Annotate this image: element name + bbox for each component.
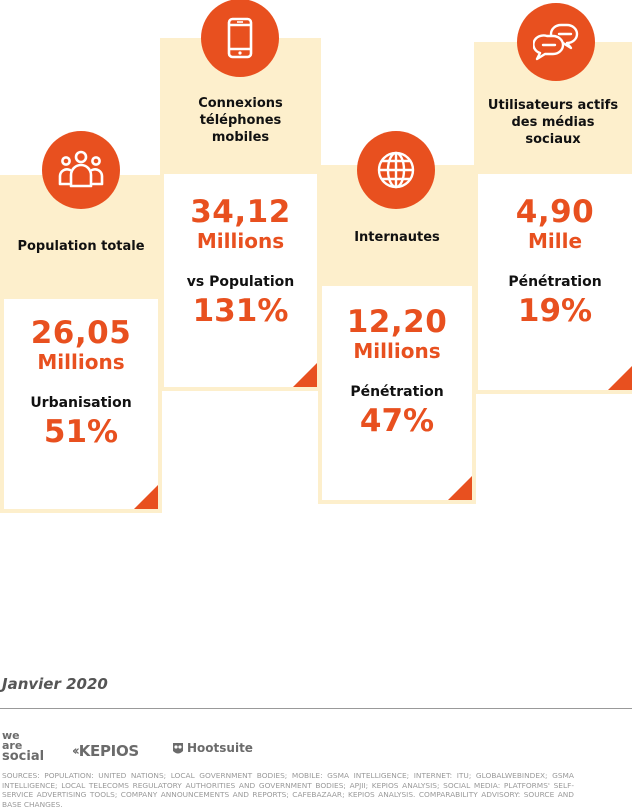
stat-metric-value: 19% bbox=[517, 293, 593, 329]
stat-title: Internautes bbox=[354, 230, 440, 245]
stat-title: Utilisateurs actifs des médias sociaux bbox=[487, 97, 619, 147]
logo-line: are bbox=[2, 739, 23, 752]
stat-value: 4,90 bbox=[515, 194, 595, 230]
kepios-logo: ‹‹ KEPIOS bbox=[72, 742, 139, 760]
kepios-chevron-icon: ‹‹ bbox=[72, 743, 80, 759]
owl-icon bbox=[173, 742, 183, 753]
footer-divider bbox=[0, 708, 632, 709]
stat-title: Connexions téléphones mobiles bbox=[198, 95, 283, 145]
stat-value: 34,12 bbox=[190, 194, 291, 230]
mobile-phone-icon bbox=[201, 0, 279, 77]
stat-unit: Millions bbox=[196, 229, 285, 253]
stat-unit: Millions bbox=[37, 350, 125, 374]
stat-column-population: Population totale 26,05 Millions Urbanis… bbox=[0, 0, 162, 520]
kepios-wordmark: KEPIOS bbox=[78, 742, 140, 760]
stat-metric-label: Pénétration bbox=[350, 384, 444, 400]
report-date: Janvier 2020 bbox=[2, 675, 108, 693]
stat-column-internet: Internautes 12,20 Millions Pénétration 4… bbox=[318, 0, 476, 510]
stat-card-internet: 12,20 Millions Pénétration 47% bbox=[318, 282, 476, 504]
stat-metric-value: 131% bbox=[192, 293, 289, 329]
globe-icon bbox=[357, 131, 435, 209]
stat-metric-label: Urbanisation bbox=[30, 395, 132, 411]
hootsuite-wordmark: Hootsuite bbox=[187, 741, 253, 755]
corner-accent bbox=[608, 366, 632, 390]
stat-title: Population totale bbox=[17, 238, 145, 254]
stat-card-mobile: 34,12 Millions vs Population 131% bbox=[160, 170, 321, 391]
stat-value: 12,20 bbox=[346, 304, 448, 340]
we-are-social-logo: we are social bbox=[2, 729, 45, 764]
sources-text: Sources: Population: United Nations; Loc… bbox=[2, 771, 574, 809]
stat-unit: Millions bbox=[353, 339, 441, 363]
stat-card-population: 26,05 Millions Urbanisation 51% bbox=[0, 295, 162, 513]
stat-value: 26,05 bbox=[30, 315, 132, 351]
stat-metric-value: 51% bbox=[43, 414, 119, 450]
stat-card-social-media: 4,90 Mille Pénétration 19% bbox=[474, 170, 632, 394]
logo-line: social bbox=[2, 749, 45, 764]
hootsuite-logo: Hootsuite bbox=[172, 741, 253, 755]
stat-metric-value: 47% bbox=[359, 403, 435, 439]
corner-accent bbox=[134, 485, 158, 509]
stat-unit: Mille bbox=[527, 229, 583, 253]
corner-accent bbox=[293, 363, 317, 387]
logo-line: we bbox=[2, 729, 20, 742]
stat-metric-label: Pénétration bbox=[508, 274, 602, 290]
people-icon bbox=[42, 131, 120, 209]
stat-column-mobile: Connexions téléphones mobiles 34,12 Mill… bbox=[160, 0, 321, 400]
chat-bubbles-icon bbox=[517, 3, 595, 81]
corner-accent bbox=[448, 476, 472, 500]
stat-column-social-media: Utilisateurs actifs des médias sociaux 4… bbox=[474, 0, 632, 400]
stat-metric-label: vs Population bbox=[186, 274, 295, 290]
